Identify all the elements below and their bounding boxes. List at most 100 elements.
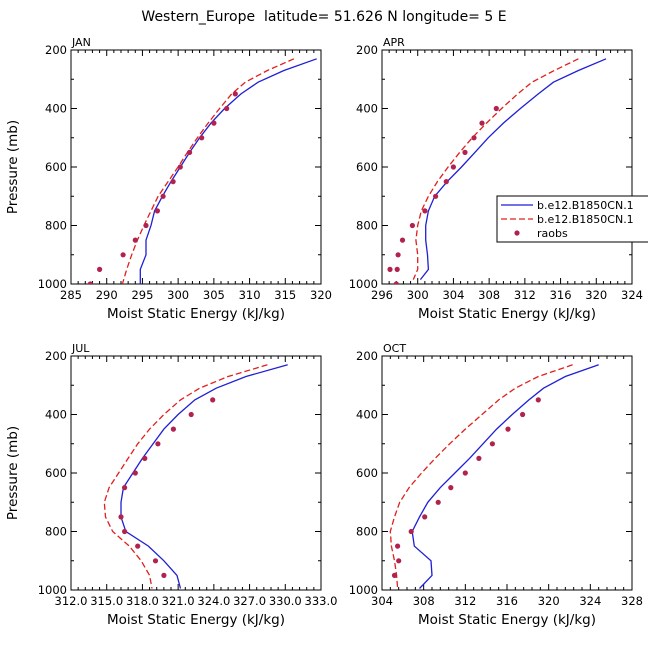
panel-jul: JUL 312.0 315.0 318.0 321.0 324.0 327.0 330.0 33…: [5, 342, 337, 628]
plot-area: [87, 58, 317, 284]
raobs-point: [232, 91, 238, 97]
x-axis-label: Moist Static Energy (kJ/kg): [418, 612, 596, 628]
x-tick-label: 327.0: [233, 594, 266, 608]
x-tick-label: 321.0: [162, 594, 195, 608]
panel-jan: JAN 285 290 295 300 305 310 315 320 200 400 600 800 1…: [5, 36, 332, 322]
y-tick-label: 1000: [38, 277, 67, 291]
raobs-point: [161, 572, 167, 579]
raobs-point: [535, 397, 541, 403]
x-tick-label: 330.0: [269, 594, 302, 608]
x-tick-label: 320: [585, 288, 607, 302]
x-axis-label: Moist Static Energy (kJ/kg): [107, 306, 285, 322]
raobs-point: [122, 485, 128, 491]
raobs-point: [408, 528, 414, 535]
raobs-point: [210, 397, 216, 403]
series-line-1: [419, 58, 607, 281]
raobs-point: [199, 135, 205, 141]
raobs-point: [433, 193, 439, 199]
x-tick-label: 320: [310, 288, 332, 302]
raobs-point: [177, 164, 183, 170]
raobs-point: [448, 485, 454, 491]
plot-frame: [381, 49, 633, 285]
raobs-point: [152, 558, 159, 564]
series-line-2: [412, 58, 579, 280]
y-tick-label: 400: [45, 408, 67, 422]
raobs-point: [443, 179, 449, 185]
panel-title: JAN: [71, 36, 91, 49]
raobs-point: [462, 470, 468, 476]
x-tick-label: 295: [131, 288, 153, 302]
series-line-2: [389, 364, 573, 589]
raobs-point: [450, 164, 456, 170]
raobs-point: [462, 149, 468, 155]
y-tick-label: 1000: [38, 583, 67, 597]
y-tick-label: 1000: [349, 277, 378, 291]
raobs-point: [422, 208, 428, 214]
series-line-1: [139, 58, 317, 284]
x-tick-label: 316: [496, 594, 518, 608]
x-tick-label: 300: [167, 288, 189, 302]
x-tick-label: 318.0: [126, 594, 159, 608]
x-tick-label: 315.0: [90, 594, 123, 608]
raobs-point: [97, 266, 103, 272]
raobs-point: [396, 558, 402, 564]
raobs-point: [393, 281, 399, 284]
raobs-point: [493, 105, 499, 112]
x-tick-label: 290: [96, 288, 118, 302]
raobs-point: [135, 543, 141, 549]
x-tick-label: 320: [538, 594, 560, 608]
series-line-1: [411, 364, 599, 589]
plot-area: [387, 58, 607, 284]
x-tick-label: 304: [371, 594, 393, 608]
series-line-1: [120, 364, 288, 589]
raobs-point: [132, 470, 138, 476]
x-tick-label: 312.0: [55, 594, 88, 608]
raobs-point: [170, 426, 176, 432]
raobs-point: [160, 193, 166, 199]
y-tick-label: 400: [356, 102, 378, 116]
series-line-2: [121, 58, 295, 284]
raobs-point: [422, 514, 428, 520]
y-tick-label: 800: [45, 219, 67, 233]
y-tick-label: 200: [45, 43, 67, 57]
x-tick-label: 315: [274, 288, 296, 302]
raobs-point: [154, 208, 160, 214]
y-tick-label: 400: [45, 102, 67, 116]
raobs-point: [476, 455, 482, 461]
y-axis-label: Pressure (mb): [5, 120, 21, 214]
y-tick-label: 800: [45, 525, 67, 539]
raobs-point: [187, 149, 193, 155]
raobs-point: [387, 266, 393, 272]
raobs-point: [132, 237, 138, 243]
x-tick-label: 324: [579, 594, 601, 608]
panel-title: JUL: [71, 342, 90, 355]
raobs-point: [479, 120, 485, 126]
x-tick-label: 324: [621, 288, 643, 302]
plot-frame: [70, 49, 322, 285]
y-tick-label: 200: [45, 349, 67, 363]
y-tick-label: 600: [45, 160, 67, 174]
raobs-point: [188, 411, 194, 418]
raobs-point: [155, 441, 161, 447]
raobs-point: [471, 135, 477, 141]
x-tick-label: 328: [621, 594, 643, 608]
raobs-point: [391, 572, 398, 579]
raobs-point: [120, 252, 126, 258]
panel-title: OCT: [383, 342, 406, 355]
raobs-point: [87, 281, 93, 284]
x-tick-label: 310: [239, 288, 261, 302]
plot-area: [103, 364, 288, 589]
x-tick-label: 300: [407, 288, 429, 302]
legend-label: b.e12.B1850CN.1: [537, 199, 634, 212]
y-axis-label: Pressure (mb): [5, 426, 21, 520]
y-tick-label: 200: [356, 43, 378, 57]
raobs-point: [399, 237, 406, 243]
x-tick-label: 304: [442, 288, 464, 302]
x-tick-label: 305: [203, 288, 225, 302]
x-axis-label: Moist Static Energy (kJ/kg): [418, 306, 596, 322]
raobs-point: [520, 411, 526, 418]
raobs-point: [122, 528, 128, 535]
raobs-point: [394, 266, 400, 272]
